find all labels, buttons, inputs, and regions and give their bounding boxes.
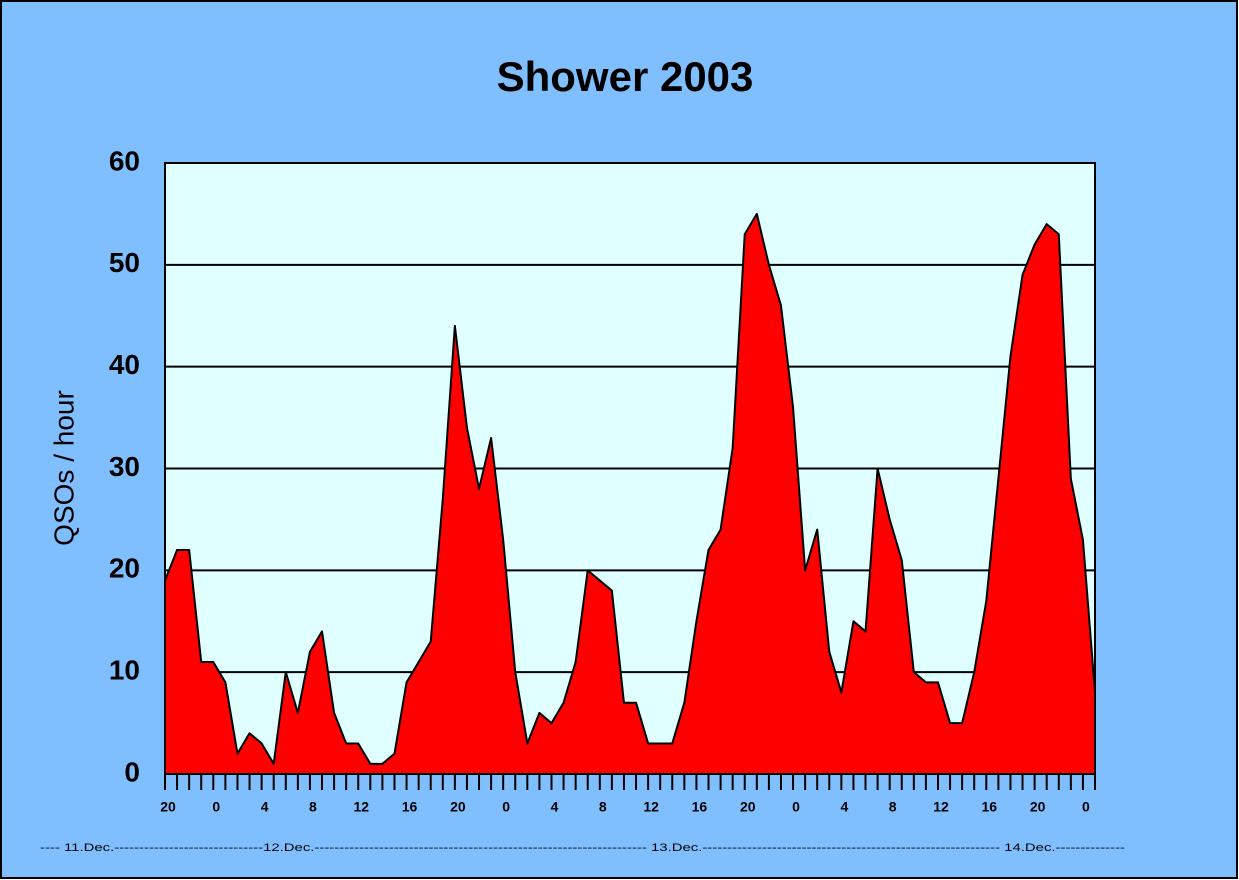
y-tick-label: 30 xyxy=(109,451,140,482)
x-tick-label: 20 xyxy=(1030,799,1046,815)
chart-title: Shower 2003 xyxy=(497,53,754,100)
date-line: ---- 11.Dec.----------------------------… xyxy=(40,842,1125,854)
x-tick-label: 4 xyxy=(261,799,269,815)
x-tick-label: 4 xyxy=(551,799,559,815)
y-tick-label: 0 xyxy=(124,756,140,787)
y-tick-label: 40 xyxy=(109,349,140,380)
x-tick-label: 8 xyxy=(889,799,897,815)
x-tick-label: 8 xyxy=(599,799,607,815)
x-tick-label: 20 xyxy=(740,799,756,815)
x-tick-label: 16 xyxy=(402,799,418,815)
area xyxy=(164,212,1096,775)
x-tick-label: 20 xyxy=(160,799,176,815)
x-tick-label: 4 xyxy=(840,799,848,815)
x-tick-label: 16 xyxy=(692,799,708,815)
x-tick-label: 0 xyxy=(792,799,800,815)
y-axis-label: QSOs / hour xyxy=(48,390,79,546)
x-tick-label: 8 xyxy=(309,799,317,815)
x-tick-label: 20 xyxy=(450,799,466,815)
y-tick-label: 10 xyxy=(109,655,140,686)
y-tick-label: 20 xyxy=(109,553,140,584)
x-tick-label: 12 xyxy=(643,799,659,815)
y-tick-label: 50 xyxy=(109,247,140,278)
x-tick-label: 0 xyxy=(212,799,220,815)
x-tick-label: 12 xyxy=(353,799,369,815)
y-tick-label: 60 xyxy=(109,145,140,176)
x-tick-label: 12 xyxy=(933,799,949,815)
x-tick-label: 16 xyxy=(982,799,998,815)
x-tick-label: 0 xyxy=(502,799,510,815)
x-tick-label: 0 xyxy=(1082,799,1090,815)
